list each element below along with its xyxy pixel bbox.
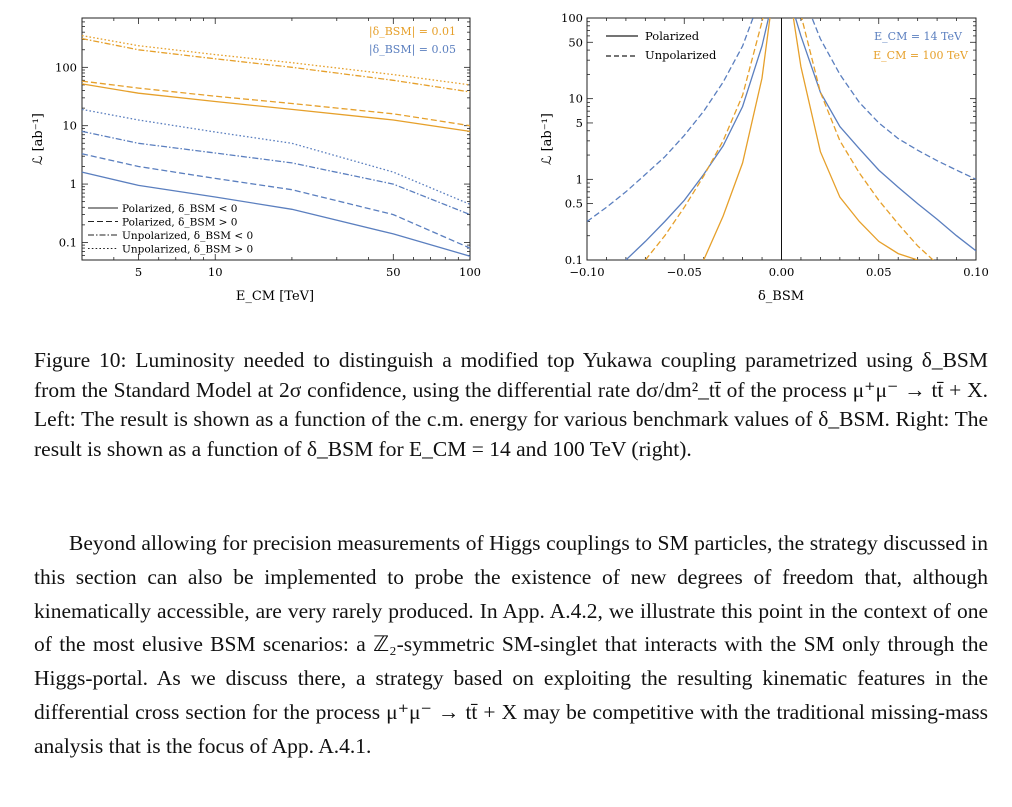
left-chart: 5 10 50 100 0.1 1 10 100 |δ_BSM| = 0.01 |δ_BSM|…	[31, 17, 481, 304]
legend-ecm-100: E_CM = 100 TeV	[873, 49, 969, 62]
left-y-axis-label: ℒ [ab⁻¹]	[31, 113, 46, 165]
left-series-line-4	[81, 171, 471, 257]
left-y-tick-label: 0.1	[59, 235, 77, 249]
legend-unpolarized: Unpolarized	[645, 48, 717, 62]
left-series-line-7	[81, 108, 471, 205]
left-series-line-6	[81, 130, 471, 216]
right-series-line-0-pos	[794, 18, 976, 252]
legend-polarized: Polarized	[645, 29, 700, 43]
right-series-line-1-pos	[811, 18, 976, 180]
right-series-line-2-neg	[703, 18, 771, 260]
right-x-tick-label: 0.00	[769, 265, 795, 279]
right-series-line-3-neg	[644, 18, 764, 260]
legend-entry: Unpolarized, δ_BSM < 0	[122, 230, 253, 242]
right-y-tick-label: 1	[576, 172, 583, 186]
legend-ecm-14: E_CM = 14 TeV	[874, 30, 963, 43]
left-x-tick-label: 5	[135, 265, 142, 279]
legend-entry: Polarized, δ_BSM > 0	[122, 217, 238, 229]
left-x-tick-label: 50	[386, 265, 401, 279]
right-legend-left: Polarized Unpolarized	[606, 29, 717, 62]
right-y-tick-label: 5	[576, 116, 583, 130]
right-chart: −0.10 −0.05 0.00 0.05 0.10 0.1 0.5 1 5 10 50 100 Po…	[540, 11, 989, 304]
right-x-axis-label: δ_BSM	[758, 289, 804, 304]
legend-delta-001: |δ_BSM| = 0.01	[369, 25, 456, 39]
right-x-tick-label: 0.05	[866, 265, 892, 279]
left-y-tick-label: 10	[62, 119, 77, 133]
figure-caption: Figure 10: Luminosity needed to distingu…	[34, 348, 988, 461]
right-y-tick-label: 10	[568, 92, 583, 106]
left-series-line-1	[81, 80, 471, 127]
left-legend-bottom: Polarized, δ_BSM < 0 Polarized, δ_BSM > 0…	[88, 203, 253, 256]
left-series-line-2	[81, 37, 471, 93]
right-y-axis-label: ℒ [ab⁻¹]	[540, 113, 555, 165]
legend-entry: Unpolarized, δ_BSM > 0	[122, 244, 253, 256]
right-x-tick-label: −0.05	[667, 265, 702, 279]
right-x-tick-label: −0.10	[569, 265, 604, 279]
figure-10: 5 10 50 100 0.1 1 10 100 |δ_BSM| = 0.01 |δ_BSM|…	[31, 11, 989, 304]
right-legend-right: E_CM = 14 TeV E_CM = 100 TeV	[873, 30, 969, 62]
right-x-tick-label: 0.10	[963, 265, 989, 279]
right-series-line-0-neg	[625, 18, 770, 260]
right-y-tick-label: 100	[561, 11, 583, 25]
legend-entry: Polarized, δ_BSM < 0	[122, 203, 238, 215]
left-y-tick-label: 100	[55, 60, 77, 74]
left-x-tick-label: 100	[459, 265, 481, 279]
right-y-tick-label: 0.5	[565, 197, 583, 211]
left-series-line-0	[81, 83, 471, 133]
right-y-tick-label: 50	[568, 35, 583, 49]
left-x-tick-label: 10	[208, 265, 223, 279]
left-x-axis-label: E_CM [TeV]	[236, 289, 314, 304]
left-legend-top: |δ_BSM| = 0.01 |δ_BSM| = 0.05	[369, 25, 456, 57]
right-series-line-2-pos	[792, 18, 918, 260]
legend-delta-005: |δ_BSM| = 0.05	[369, 43, 456, 57]
body-paragraph: Beyond allowing for precision measuremen…	[34, 531, 988, 758]
right-series-line-3-pos	[801, 18, 935, 260]
left-y-tick-label: 1	[70, 177, 77, 191]
right-series-line-1-neg	[587, 18, 754, 223]
right-y-tick-label: 0.1	[565, 253, 583, 267]
left-series-line-5	[81, 153, 471, 249]
